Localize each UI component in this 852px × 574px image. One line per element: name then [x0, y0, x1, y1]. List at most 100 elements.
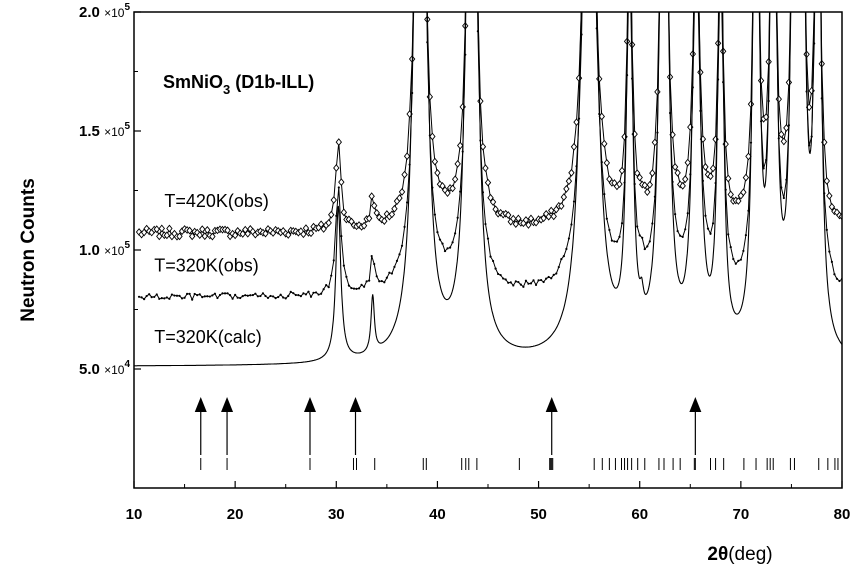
data-point	[378, 280, 381, 283]
data-point	[373, 262, 376, 266]
data-point	[335, 138, 342, 146]
data-point	[261, 292, 265, 295]
data-point	[277, 295, 280, 299]
data-point	[545, 212, 552, 221]
data-point	[188, 232, 196, 241]
data-point	[287, 294, 290, 298]
y-tick-label: 5.0 ×104	[79, 359, 130, 378]
data-point	[137, 295, 141, 298]
data-point	[548, 206, 555, 215]
data-point	[436, 230, 439, 234]
data-point	[173, 294, 176, 297]
data-point	[403, 225, 406, 228]
data-point	[448, 246, 452, 249]
data-point	[186, 226, 193, 235]
data-point	[198, 293, 201, 296]
data-point	[300, 230, 307, 239]
data-point	[403, 152, 411, 161]
data-point	[180, 297, 184, 300]
data-point	[259, 294, 262, 298]
data-point	[160, 297, 163, 300]
data-point	[562, 255, 565, 258]
data-point	[168, 297, 171, 300]
data-point	[345, 215, 353, 224]
y-axis: 5.0 ×104 1.0 ×105 1.5 ×105 2.0 ×105	[79, 2, 141, 378]
data-point	[550, 277, 553, 280]
data-point	[375, 275, 378, 278]
data-point	[350, 286, 353, 290]
data-point	[510, 214, 517, 223]
data-point	[486, 237, 490, 240]
plot-area	[134, 12, 842, 367]
data-point	[355, 287, 358, 290]
data-point	[391, 204, 398, 213]
data-point	[380, 279, 383, 283]
data-point	[444, 189, 451, 197]
data-point	[267, 227, 274, 235]
data-point	[170, 293, 174, 296]
data-point	[454, 232, 457, 235]
data-point	[143, 298, 146, 301]
y-axis-label: Neutron Counts	[18, 178, 39, 322]
data-point	[396, 194, 403, 202]
data-point	[256, 295, 259, 298]
data-point	[183, 296, 186, 299]
data-point	[826, 191, 833, 200]
x-tick-label: 20	[227, 506, 244, 523]
data-point	[236, 296, 239, 299]
data-point	[529, 282, 533, 285]
data-point	[216, 296, 219, 300]
data-point	[706, 227, 710, 230]
data-point	[304, 293, 308, 296]
data-point	[289, 290, 292, 293]
x-tick-label: 10	[126, 506, 143, 523]
data-point	[150, 296, 153, 299]
data-point	[302, 292, 305, 295]
data-point	[357, 287, 361, 290]
data-point	[502, 277, 505, 280]
data-point	[491, 259, 495, 263]
data-point	[274, 296, 277, 300]
x-tick-label: 80	[834, 506, 851, 523]
data-point	[269, 294, 272, 298]
data-point	[297, 294, 300, 297]
data-point	[178, 294, 181, 297]
data-point	[707, 172, 714, 181]
data-point	[325, 218, 332, 227]
data-point	[828, 250, 831, 253]
data-point	[244, 229, 251, 238]
data-point	[512, 284, 515, 287]
data-point	[239, 230, 246, 238]
data-point	[540, 278, 543, 282]
data-point	[537, 279, 540, 282]
data-point	[737, 259, 740, 262]
data-point	[188, 292, 191, 295]
data-point	[704, 214, 707, 217]
data-point	[340, 234, 343, 238]
data-point	[525, 221, 532, 229]
data-point	[565, 247, 568, 251]
data-point	[299, 295, 302, 298]
series-markers-2	[137, 27, 842, 301]
data-point	[249, 294, 252, 297]
series-label: T=420K(obs)	[164, 191, 269, 211]
data-point	[499, 273, 502, 277]
data-point	[608, 228, 611, 232]
data-point	[390, 272, 394, 275]
data-point	[654, 87, 661, 96]
data-point	[557, 265, 560, 269]
data-point	[333, 164, 340, 172]
data-point	[507, 281, 510, 284]
data-point	[368, 279, 371, 282]
data-point	[254, 292, 257, 295]
data-point	[616, 180, 623, 189]
data-point	[454, 159, 461, 168]
series-markers-1	[135, 15, 842, 241]
x-tick-label: 30	[328, 506, 345, 523]
data-point	[302, 224, 310, 233]
reflection-arrows	[194, 397, 702, 455]
data-point	[603, 192, 606, 196]
data-point	[519, 283, 522, 286]
data-point	[148, 293, 151, 296]
data-point	[494, 267, 497, 270]
